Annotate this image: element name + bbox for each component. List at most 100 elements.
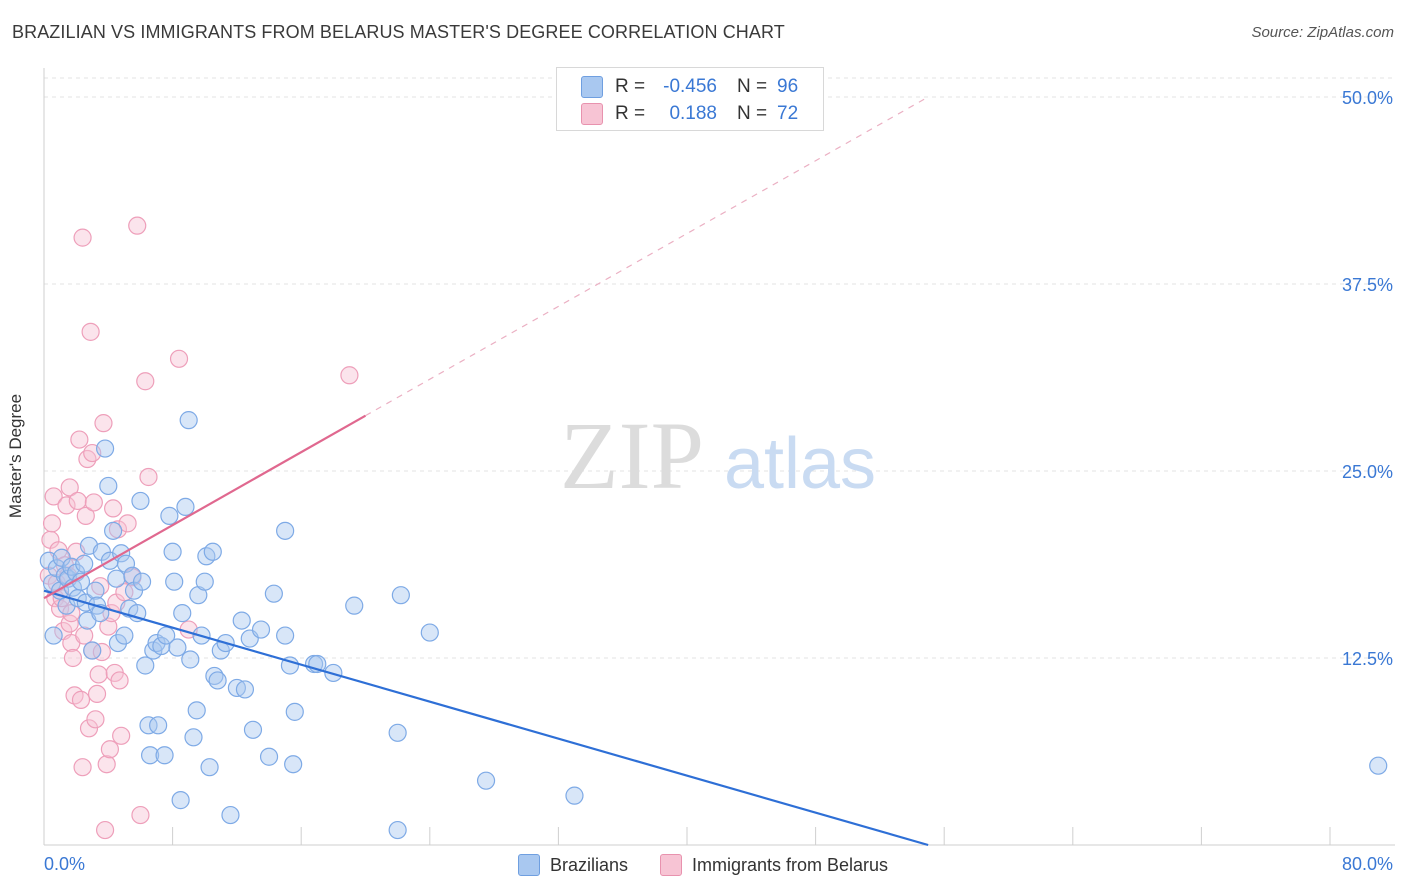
- belarus-point: [73, 228, 92, 247]
- legend-item-belarus[interactable]: Immigrants from Belarus: [659, 854, 889, 876]
- brazilians-swatch: [581, 76, 603, 98]
- brazilians-point: [1369, 756, 1388, 775]
- brazilians-point: [163, 542, 182, 561]
- brazilians-point: [104, 521, 123, 540]
- brazilians-point: [235, 680, 255, 699]
- belarus-point: [104, 499, 123, 518]
- source-label: Source: ZipAtlas.com: [1251, 24, 1394, 41]
- belarus-point: [75, 626, 94, 645]
- belarus-point: [57, 496, 76, 515]
- brazilians-point: [108, 633, 128, 653]
- belarus-swatch: [581, 103, 603, 125]
- brazilians-point: [44, 626, 63, 645]
- n-value: 72: [777, 103, 799, 124]
- brazilians-point: [171, 791, 190, 810]
- belarus-point: [76, 506, 95, 525]
- brazilians-point: [168, 638, 187, 657]
- brazilians-point: [251, 620, 271, 639]
- brazilians-trend-line: [43, 589, 929, 847]
- brazilians-point: [160, 506, 179, 525]
- correlation-legend: R = -0.456 N = 96 R = 0.188 N = 72: [556, 67, 824, 131]
- belarus-point: [68, 491, 87, 511]
- brazilians-point: [208, 671, 227, 690]
- y-axis-label: Master's Degree: [6, 393, 25, 519]
- r-label: R =: [615, 76, 646, 97]
- brazilians-point: [115, 626, 134, 645]
- brazilians-point: [75, 554, 94, 573]
- belarus-point: [70, 430, 89, 449]
- belarus-point: [340, 366, 359, 385]
- brazilians-point: [181, 650, 200, 669]
- brazilians-point: [420, 623, 439, 642]
- brazilians-point: [157, 626, 176, 645]
- belarus-point: [44, 487, 63, 506]
- brazilians-point: [179, 411, 198, 430]
- brazilians-legend-swatch: [517, 854, 540, 876]
- brazilians-point: [136, 656, 155, 675]
- belarus-point: [92, 642, 111, 662]
- belarus-point: [97, 755, 116, 774]
- belarus-point: [73, 758, 92, 777]
- watermark-zip: ZIP: [560, 402, 704, 509]
- belarus-point: [94, 414, 113, 433]
- belarus-point: [110, 671, 129, 690]
- brazilians-point: [165, 572, 184, 591]
- belarus-trend-extension: [365, 96, 929, 417]
- brazilians-point: [388, 820, 407, 840]
- r-value: 0.188: [669, 103, 717, 124]
- belarus-point: [86, 710, 105, 729]
- brazilians-legend-label: Brazilians: [549, 854, 628, 875]
- brazilians-point: [285, 702, 304, 721]
- brazilians-point: [131, 491, 150, 511]
- brazilians-point: [149, 716, 168, 735]
- brazilians-point: [195, 572, 214, 591]
- belarus-legend-swatch: [659, 854, 682, 876]
- series-legend: Brazilians Immigrants from Belarus: [0, 852, 1406, 878]
- n-label: N =: [737, 76, 768, 97]
- brazilians-point: [99, 476, 118, 496]
- brazilians-point: [565, 786, 584, 805]
- brazilians-point: [83, 641, 102, 660]
- belarus-point: [63, 648, 83, 668]
- belarus-legend-label: Immigrants from Belarus: [691, 854, 889, 875]
- belarus-point: [169, 349, 189, 368]
- brazilians-point: [476, 771, 496, 790]
- belarus-point: [71, 690, 91, 709]
- belarus-point: [42, 514, 62, 533]
- r-value: -0.456: [663, 76, 717, 97]
- belarus-point: [100, 740, 120, 759]
- brazilians-point: [95, 439, 115, 458]
- y-tick-label: 12.5%: [1342, 649, 1393, 669]
- legend-row-brazilians: R = -0.456 N = 96: [581, 74, 798, 100]
- x-tick-label-min: 0.0%: [44, 854, 85, 874]
- watermark: ZIP atlas: [560, 402, 876, 509]
- belarus-point: [118, 514, 137, 533]
- brazilians-point: [132, 572, 152, 591]
- brazilians-point: [152, 636, 171, 656]
- y-tick-label: 25.0%: [1342, 462, 1393, 482]
- brazilians-point: [276, 521, 295, 540]
- belarus-point: [139, 467, 158, 487]
- brazilians-point: [123, 566, 142, 585]
- belarus-point: [89, 665, 108, 684]
- r-label: R =: [615, 103, 646, 124]
- belarus-point: [128, 216, 147, 235]
- legend-item-brazilians[interactable]: Brazilians: [517, 854, 628, 876]
- brazilians-point: [259, 747, 279, 766]
- brazilians-point: [200, 758, 219, 777]
- n-label: N =: [737, 103, 768, 124]
- grid-lines: [44, 77, 1395, 659]
- chart-title: BRAZILIAN VS IMMIGRANTS FROM BELARUS MAS…: [12, 22, 785, 42]
- brazilians-point: [345, 596, 364, 615]
- brazilians-point: [284, 755, 303, 774]
- belarus-point: [131, 805, 150, 825]
- brazilians-point: [264, 584, 283, 603]
- brazilians-point: [107, 569, 126, 588]
- n-value: 96: [777, 76, 799, 97]
- y-tick-label: 50.0%: [1342, 88, 1393, 108]
- belarus-point: [112, 726, 131, 745]
- brazilians-point: [391, 586, 410, 605]
- brazilians-point: [86, 581, 105, 600]
- brazilians-point: [232, 611, 251, 630]
